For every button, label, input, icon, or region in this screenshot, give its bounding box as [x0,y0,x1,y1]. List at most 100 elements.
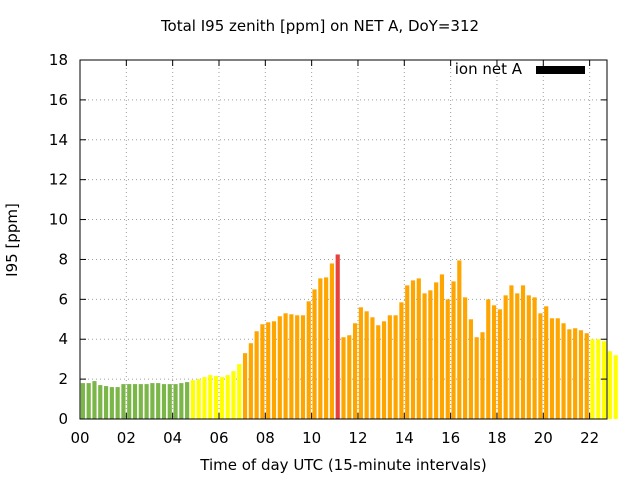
bar [260,324,265,419]
bar [173,384,178,419]
bar [98,385,103,419]
bar [405,285,410,419]
bar [196,379,201,419]
x-tick-label: 02 [117,429,136,447]
x-tick-label: 10 [302,429,321,447]
x-axis-label: Time of day UTC (15-minute intervals) [200,456,487,474]
bar [567,329,572,419]
bar [242,353,248,419]
bar [202,377,207,419]
bar [370,317,375,419]
plot-frame [79,59,608,420]
bar [347,335,352,419]
bar [486,299,491,419]
bar [132,384,138,419]
bar [381,321,387,419]
bar [526,295,531,419]
x-tick-label: 00 [70,429,89,447]
bar [393,315,398,419]
bar [474,337,479,419]
bar [491,305,497,419]
axis-ticks [79,59,607,420]
y-tick-label: 16 [49,91,68,109]
bar [410,280,416,419]
bar [613,355,618,419]
bar [549,318,555,419]
y-tick-label: 18 [49,51,68,69]
bar [468,319,473,419]
y-tick-label: 12 [49,171,68,189]
bar [237,364,242,419]
y-tick-label: 8 [58,250,68,268]
bar [283,313,288,419]
bar [463,297,468,419]
bar [480,332,485,419]
bar [277,316,282,419]
bar [248,343,253,419]
y-tick-label: 2 [58,370,68,388]
bar [300,315,306,419]
bar [364,311,369,419]
bar [422,293,427,419]
bar [80,383,85,419]
y-tick-label: 10 [49,211,68,229]
bar [179,383,184,419]
bar [144,384,149,419]
legend-label: ion net A [454,60,522,78]
bar [312,289,317,419]
bar [150,383,155,419]
bar [306,301,311,419]
bar [555,318,560,419]
bar [92,381,97,419]
bar [329,263,335,419]
y-tick-label: 4 [58,330,68,348]
bar [185,382,190,419]
bar [231,371,236,419]
bar [515,293,520,419]
x-tick-label: 12 [348,429,367,447]
bar [335,254,340,419]
bar [121,384,126,419]
y-axis-label: I95 [ppm] [3,203,21,277]
bar [127,384,132,419]
bar [214,376,219,419]
bar [271,321,277,419]
x-tick-label: 06 [209,429,228,447]
legend-swatch [536,66,585,74]
bar [607,351,612,419]
bar [358,307,363,419]
x-tick-label: 20 [534,429,553,447]
bar [387,315,392,419]
bar [138,384,143,419]
bar [352,323,358,419]
bar [561,323,566,419]
bar [590,339,595,419]
bar [109,387,114,419]
bar [445,299,450,419]
bar [295,315,300,419]
bar [532,297,537,419]
bar [503,295,508,419]
chart-title: Total I95 zenith [ppm] on NET A, DoY=312 [160,17,480,35]
bar [190,380,196,419]
bar [219,377,224,419]
bar [324,277,329,419]
y-tick-label: 6 [58,290,68,308]
bar [86,383,91,419]
y-tick-label: 0 [58,410,68,428]
bar [266,322,271,419]
bar [602,341,607,419]
bar [520,285,526,419]
bar [225,375,230,419]
bar [416,278,421,419]
bar [578,330,584,419]
bar [341,337,346,419]
x-tick-label: 16 [441,429,460,447]
bar [318,278,323,419]
bar [156,383,161,419]
bars [80,254,618,419]
x-tick-label: 14 [395,429,414,447]
bar [434,282,439,419]
